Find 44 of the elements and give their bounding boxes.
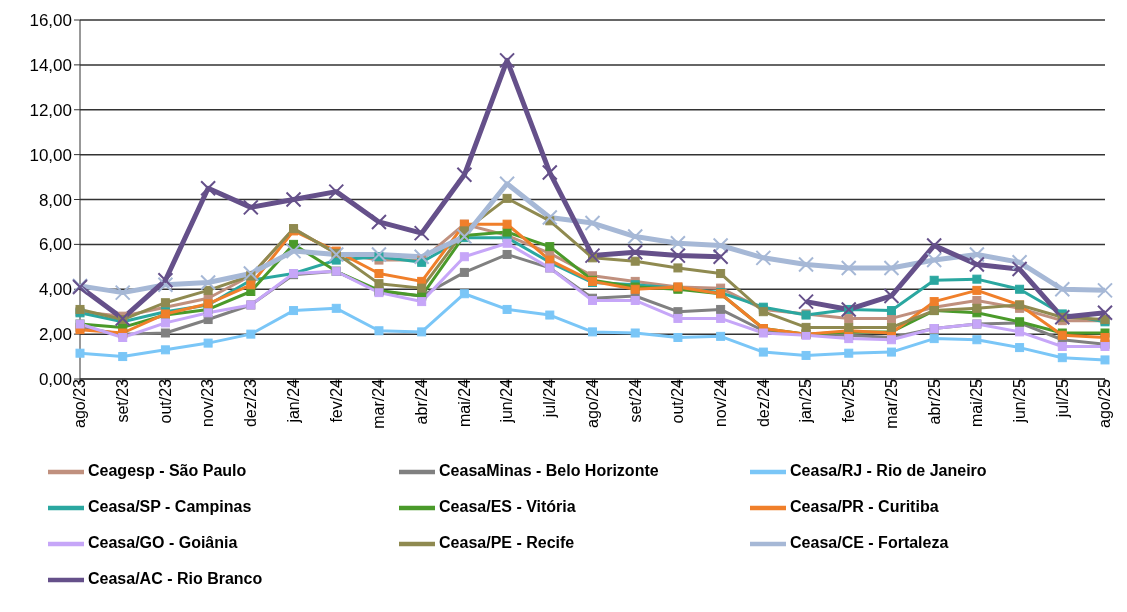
- x-tick-label: jan/24: [284, 378, 302, 424]
- legend-label: Ceasa/CE - Fortaleza: [790, 534, 949, 552]
- x-tick-label: abr/24: [413, 378, 431, 425]
- legend-label: Ceasa/GO - Goiânia: [88, 534, 238, 552]
- x-tick-label: mar/24: [370, 378, 388, 429]
- y-tick-label: 14,00: [29, 55, 72, 75]
- x-tick-label: dez/24: [754, 378, 772, 428]
- x-tick-label: jun/25: [1010, 378, 1028, 424]
- legend-label: Ceasa/PE - Recife: [439, 534, 575, 552]
- x-tick-label: out/23: [156, 378, 174, 424]
- legend-label: CeasaMinas - Belo Horizonte: [439, 462, 659, 480]
- x-tick-label: out/24: [669, 378, 687, 424]
- x-tick-label: ago/25: [1096, 378, 1114, 428]
- y-tick-label: 16,00: [29, 11, 72, 31]
- x-tick-label: jul/25: [1053, 378, 1071, 419]
- x-tick-label: nov/23: [199, 378, 217, 428]
- y-tick-label: 10,00: [29, 145, 72, 165]
- x-tick-label: nov/24: [711, 378, 729, 428]
- legend-label: Ceasa/PR - Curitiba: [790, 498, 939, 516]
- y-tick-label: 4,00: [38, 280, 72, 300]
- legend-label: Ceagesp - São Paulo: [88, 462, 247, 480]
- x-tick-label: fev/24: [327, 378, 345, 423]
- x-tick-label: mar/25: [882, 378, 900, 429]
- legend-label: Ceasa/SP - Campinas: [88, 498, 252, 516]
- x-tick-label: jan/25: [797, 378, 815, 424]
- x-tick-label: abr/25: [925, 378, 943, 425]
- x-tick-label: jul/24: [541, 378, 559, 419]
- x-tick-label: set/23: [114, 378, 132, 423]
- x-tick-label: mai/25: [968, 378, 986, 428]
- legend-label: Ceasa/ES - Vitória: [439, 498, 576, 516]
- x-tick-label: ago/24: [583, 378, 601, 428]
- x-tick-label: set/24: [626, 378, 644, 423]
- legend-label: Ceasa/RJ - Rio de Janeiro: [790, 462, 987, 480]
- x-tick-label: mai/24: [455, 378, 473, 428]
- x-tick-label: fev/25: [840, 378, 858, 423]
- y-tick-label: 12,00: [29, 100, 72, 120]
- x-tick-label: dez/23: [242, 378, 260, 428]
- y-tick-label: 8,00: [38, 190, 72, 210]
- y-tick-label: 0,00: [38, 370, 72, 390]
- y-tick-label: 6,00: [38, 235, 72, 255]
- legend-label: Ceasa/AC - Rio Branco: [88, 570, 263, 588]
- x-tick-label: jun/24: [498, 378, 516, 424]
- y-tick-label: 2,00: [38, 325, 72, 345]
- x-tick-label: ago/23: [71, 378, 89, 428]
